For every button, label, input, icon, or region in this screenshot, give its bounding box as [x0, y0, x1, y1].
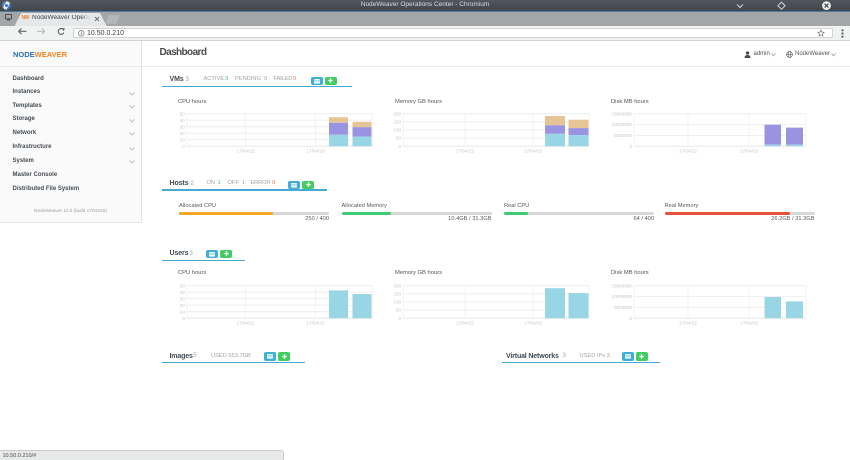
svg-text:17/04/23: 17/04/23: [740, 320, 758, 325]
svg-text:50: 50: [180, 283, 186, 288]
svg-text:10000000: 10000000: [612, 294, 633, 299]
svg-text:30: 30: [180, 296, 186, 301]
svg-text:5000000: 5000000: [614, 133, 632, 138]
svg-text:17/04/23: 17/04/23: [740, 149, 758, 154]
svg-text:200: 200: [393, 283, 401, 288]
svg-text:0: 0: [629, 315, 632, 320]
svg-text:17/04/22: 17/04/22: [679, 149, 697, 154]
svg-text:17/04/23: 17/04/23: [524, 149, 542, 154]
svg-text:40: 40: [180, 289, 186, 294]
svg-text:100: 100: [393, 299, 401, 304]
svg-text:10000000: 10000000: [612, 122, 633, 127]
svg-text:15000000: 15000000: [612, 111, 633, 116]
svg-text:17/04/22: 17/04/22: [456, 320, 474, 325]
svg-text:50: 50: [396, 307, 402, 312]
svg-text:0: 0: [398, 144, 401, 149]
svg-text:17/04/22: 17/04/22: [237, 320, 255, 325]
svg-text:17/04/23: 17/04/23: [307, 320, 325, 325]
svg-text:20: 20: [180, 302, 186, 307]
svg-text:10: 10: [180, 137, 186, 142]
svg-text:17/04/23: 17/04/23: [524, 320, 542, 325]
svg-text:17/04/22: 17/04/22: [237, 149, 255, 154]
svg-text:20: 20: [180, 131, 186, 136]
svg-text:50: 50: [180, 111, 186, 116]
svg-text:5000000: 5000000: [614, 304, 632, 309]
svg-text:10: 10: [180, 309, 186, 314]
svg-text:200: 200: [393, 111, 401, 116]
svg-text:17/04/22: 17/04/22: [679, 320, 697, 325]
svg-text:0: 0: [629, 144, 632, 149]
svg-text:150: 150: [393, 291, 401, 296]
svg-text:150: 150: [393, 119, 401, 124]
svg-text:50: 50: [396, 136, 402, 141]
svg-text:100: 100: [393, 128, 401, 133]
svg-text:30: 30: [180, 124, 186, 129]
svg-text:17/04/23: 17/04/23: [307, 149, 325, 154]
svg-text:0: 0: [182, 315, 185, 320]
svg-text:0: 0: [398, 315, 401, 320]
svg-text:15000000: 15000000: [612, 283, 633, 288]
svg-text:40: 40: [180, 118, 186, 123]
svg-text:17/04/22: 17/04/22: [456, 149, 474, 154]
svg-text:0: 0: [182, 144, 185, 149]
